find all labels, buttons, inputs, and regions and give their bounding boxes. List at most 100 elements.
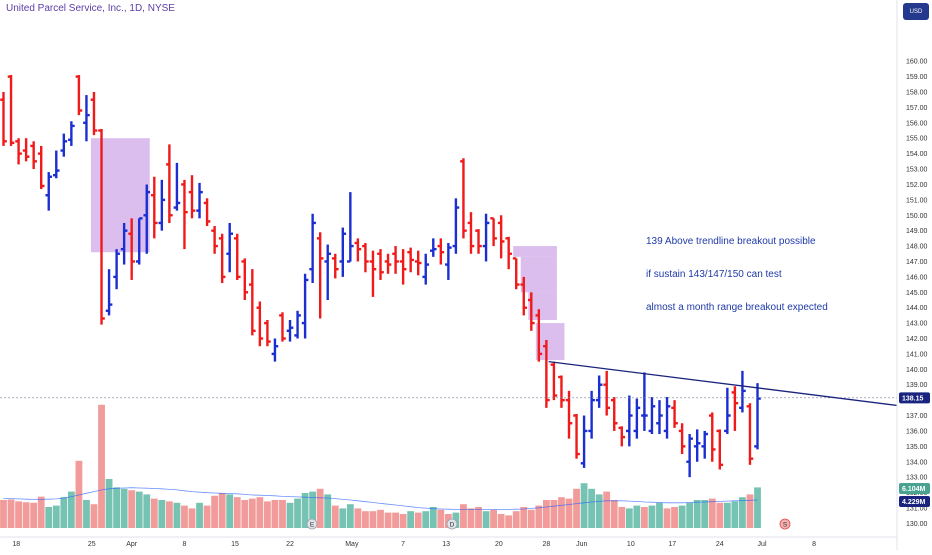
volume-bar (708, 498, 716, 528)
price-tick-label: 139.00 (906, 382, 928, 389)
ohlc-bar (708, 412, 716, 462)
ohlc-bar (173, 162, 181, 211)
price-tick-label: 142.00 (906, 336, 928, 343)
volume-bar (641, 507, 648, 528)
ohlc-bar (475, 229, 482, 254)
earnings-icon: E (306, 518, 318, 530)
ohlc-bar (641, 372, 648, 431)
price-tick-label: 147.00 (906, 259, 928, 266)
volume-bar (362, 511, 369, 528)
volume-bar (324, 494, 332, 528)
ohlc-bar (731, 386, 739, 431)
volume-bar (22, 502, 30, 528)
volume-bar (633, 505, 641, 528)
volume-tag (899, 483, 930, 494)
ohlc-bar (490, 217, 497, 247)
price-tick-label: 149.00 (906, 228, 928, 235)
volume-bar (618, 507, 626, 528)
ohlc-bar (226, 222, 233, 273)
ohlc-bar (52, 150, 60, 179)
volume-bar (535, 505, 543, 528)
ohlc-bar (301, 273, 309, 339)
time-tick-label: Jul (758, 541, 767, 548)
volume-bar (429, 507, 437, 528)
ohlc-bar (482, 213, 490, 262)
ohlc-bar (211, 226, 218, 254)
ohlc-bar (460, 158, 467, 239)
volume-bar (196, 502, 203, 528)
volume-bar (75, 460, 83, 528)
split-icon-letter: S (783, 522, 788, 529)
volume-bar (377, 509, 384, 528)
ohlc-bar (467, 212, 475, 254)
volume-bar (573, 488, 580, 528)
ohlc-bar (60, 133, 68, 157)
volume-bar (90, 504, 98, 528)
price-tick-label: 144.00 (906, 305, 928, 312)
volume-bar (542, 500, 550, 528)
ohlc-bar (166, 144, 173, 223)
ohlc-bar (135, 217, 143, 265)
volume-bar (67, 491, 75, 528)
volume-bar (671, 507, 678, 528)
ohlc-bar (218, 233, 226, 284)
dividend-icon-shape (446, 518, 458, 530)
ohlc-bar (693, 429, 701, 462)
ohlc-bar (347, 192, 354, 263)
volume-bar (625, 508, 633, 528)
price-tick-label: 155.00 (906, 136, 928, 143)
time-tick-label: 13 (442, 541, 450, 548)
time-tick-label: 28 (542, 541, 550, 548)
ohlc-bar (120, 222, 128, 265)
volume-bar (203, 505, 211, 528)
ohlc-bar (445, 242, 452, 280)
time-tick-label: 8 (183, 541, 187, 548)
volume-bar (663, 508, 671, 528)
volume-bar (460, 504, 467, 528)
volume-ma-tag (899, 496, 930, 507)
ohlc-bar (151, 176, 158, 239)
volume-bar (527, 509, 535, 528)
ohlc-bar (181, 179, 188, 250)
time-tick-label: 10 (627, 541, 635, 548)
ohlc-bar (286, 320, 294, 342)
volume-bar (113, 487, 120, 528)
ohlc-bar (512, 257, 520, 290)
currency-button[interactable]: USD (903, 3, 929, 20)
ohlc-bar (37, 145, 45, 190)
time-tick-label: Jun (576, 541, 587, 548)
price-tick-label: 137.00 (906, 413, 928, 420)
ohlc-bar (309, 213, 316, 284)
ohlc-bar (90, 92, 98, 136)
ohlc-bar (256, 301, 264, 347)
ohlc-bar (0, 92, 7, 146)
volume-bar (580, 483, 588, 528)
ohlc-bar (113, 249, 120, 290)
ohlc-bar (249, 269, 256, 336)
volume-bar (158, 500, 166, 528)
time-tick-label: 25 (88, 541, 96, 548)
volume-bar (754, 487, 761, 528)
annotation-line-2: if sustain 143/147/150 can test (646, 269, 782, 280)
volume-bar (595, 494, 603, 528)
volume-bar (52, 505, 60, 528)
ohlc-bar (754, 383, 761, 450)
ohlc-bar (45, 172, 53, 211)
chart-title: United Parcel Service, Inc., 1D, NYSE (6, 3, 175, 14)
ohlc-bar (565, 390, 573, 439)
volume-bar (656, 502, 663, 528)
volume-bar (512, 511, 520, 528)
price-tick-label: 156.00 (906, 120, 928, 127)
price-tick-label: 130.00 (906, 521, 928, 528)
price-tick-label: 145.00 (906, 290, 928, 297)
ohlc-bar (196, 182, 203, 219)
price-tick-label: 140.00 (906, 367, 928, 374)
time-tick-label: 17 (668, 541, 676, 548)
volume-bar (490, 509, 497, 528)
price-tick-label: 148.00 (906, 244, 928, 251)
time-tick-label: 22 (286, 541, 294, 548)
ohlc-bar (701, 430, 709, 459)
time-tick-label: 7 (401, 541, 405, 548)
